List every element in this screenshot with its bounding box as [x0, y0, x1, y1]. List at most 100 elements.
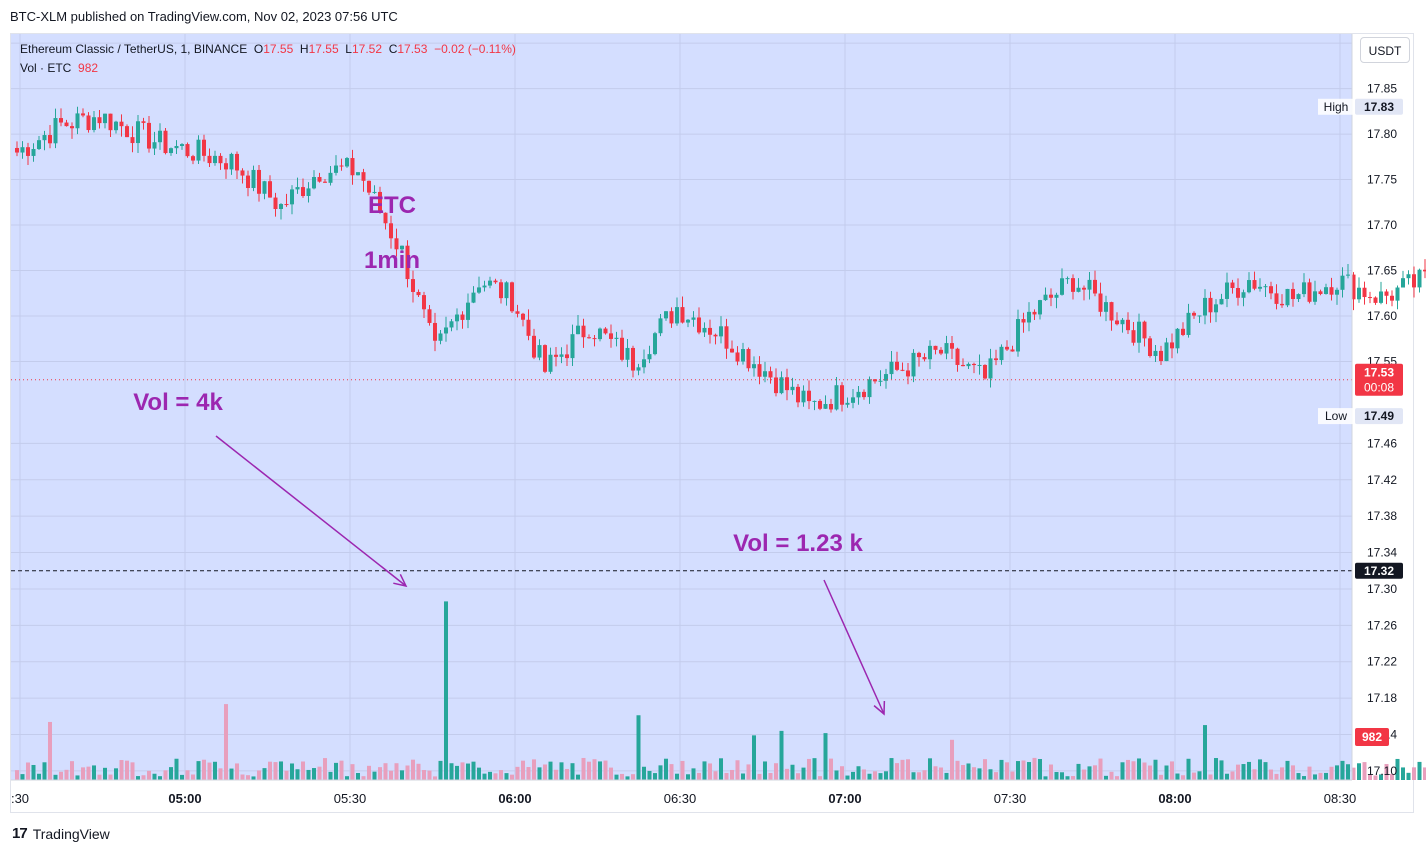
volume-bar[interactable]	[48, 721, 52, 780]
candle-body[interactable]	[53, 118, 58, 144]
candle-body[interactable]	[103, 113, 107, 124]
candle-body[interactable]	[988, 358, 993, 379]
candle-body[interactable]	[928, 345, 932, 360]
volume-bar[interactable]	[1247, 761, 1251, 780]
candle-body[interactable]	[730, 348, 734, 353]
volume-bar[interactable]	[999, 759, 1004, 780]
volume-bar[interactable]	[994, 772, 998, 780]
volume-bar[interactable]	[521, 760, 525, 780]
volume-bar[interactable]	[389, 770, 393, 780]
candle-body[interactable]	[312, 177, 316, 189]
candle-body[interactable]	[466, 302, 470, 320]
candle-body[interactable]	[614, 337, 619, 339]
candle-body[interactable]	[658, 318, 663, 334]
volume-bar[interactable]	[570, 763, 575, 780]
volume-bar[interactable]	[180, 774, 184, 780]
candle-body[interactable]	[224, 163, 228, 170]
candle-body[interactable]	[411, 279, 415, 292]
candle-body[interactable]	[939, 349, 943, 354]
candle-body[interactable]	[383, 212, 388, 224]
volume-bar[interactable]	[1241, 764, 1246, 780]
footer-brand[interactable]: 17 TradingView	[12, 825, 110, 842]
volume-bar[interactable]	[675, 773, 679, 780]
volume-bar[interactable]	[928, 758, 932, 780]
candle-body[interactable]	[301, 187, 305, 196]
candle-body[interactable]	[592, 338, 597, 340]
volume-bar[interactable]	[785, 768, 789, 780]
candle-body[interactable]	[427, 309, 432, 323]
candle-body[interactable]	[521, 313, 525, 320]
volume-bar[interactable]	[488, 771, 492, 780]
volume-bar[interactable]	[680, 760, 685, 780]
candle-body[interactable]	[218, 155, 223, 164]
candle-body[interactable]	[785, 377, 789, 391]
volume-bar[interactable]	[224, 704, 228, 780]
volume-bar[interactable]	[587, 761, 591, 780]
candle-body[interactable]	[664, 311, 668, 319]
candle-body[interactable]	[735, 352, 740, 362]
volume-bar[interactable]	[730, 769, 734, 780]
volume-bar[interactable]	[97, 774, 102, 780]
candle-body[interactable]	[86, 115, 91, 131]
volume-bar[interactable]	[724, 772, 729, 780]
volume-bar[interactable]	[746, 764, 751, 780]
candle-body[interactable]	[1384, 291, 1389, 296]
candle-body[interactable]	[603, 328, 608, 334]
candle-body[interactable]	[416, 291, 421, 296]
candle-body[interactable]	[570, 334, 575, 359]
candle-body[interactable]	[323, 181, 327, 183]
volume-bar[interactable]	[262, 768, 267, 780]
volume-bar[interactable]	[1159, 774, 1163, 780]
candle-body[interactable]	[1390, 295, 1394, 301]
candle-body[interactable]	[565, 354, 569, 359]
volume-bar[interactable]	[466, 763, 470, 780]
candle-body[interactable]	[504, 282, 509, 299]
candle-body[interactable]	[152, 142, 157, 149]
volume-bar[interactable]	[1104, 775, 1108, 780]
volume-bar[interactable]	[169, 767, 173, 780]
candle-body[interactable]	[1005, 346, 1009, 350]
volume-bar[interactable]	[983, 759, 987, 780]
candle-body[interactable]	[1032, 311, 1037, 315]
volume-bar[interactable]	[620, 773, 624, 780]
volume-bar[interactable]	[526, 767, 531, 780]
volume-bar[interactable]	[933, 766, 938, 780]
candle-body[interactable]	[955, 348, 960, 365]
candle-body[interactable]	[26, 147, 30, 156]
candle-body[interactable]	[1208, 297, 1213, 313]
candle-body[interactable]	[488, 280, 492, 286]
volume-bar[interactable]	[317, 766, 322, 780]
candle-body[interactable]	[345, 158, 349, 167]
candle-body[interactable]	[1252, 280, 1257, 289]
candle-body[interactable]	[1373, 297, 1378, 303]
volume-bar[interactable]	[191, 774, 195, 780]
candle-body[interactable]	[829, 404, 833, 410]
volume-bar[interactable]	[1175, 773, 1180, 780]
candle-body[interactable]	[834, 385, 839, 410]
candle-body[interactable]	[669, 311, 674, 324]
candle-body[interactable]	[708, 327, 712, 335]
candle-body[interactable]	[1379, 291, 1383, 303]
candle-body[interactable]	[1137, 321, 1141, 343]
candle-body[interactable]	[702, 327, 707, 333]
candle-body[interactable]	[1412, 274, 1416, 288]
volume-bar[interactable]	[1049, 764, 1053, 780]
volume-bar[interactable]	[1093, 765, 1097, 780]
candle-body[interactable]	[350, 158, 355, 176]
volume-bar[interactable]	[1164, 765, 1169, 780]
candle-body[interactable]	[548, 354, 553, 372]
volume-bar[interactable]	[1263, 762, 1268, 780]
volume-bar[interactable]	[1406, 772, 1411, 780]
volume-bar[interactable]	[37, 773, 41, 780]
volume-bar[interactable]	[917, 772, 921, 780]
volume-bar[interactable]	[1395, 758, 1400, 780]
volume-bar[interactable]	[1126, 759, 1130, 780]
volume-bar[interactable]	[1236, 764, 1240, 780]
candle-body[interactable]	[944, 343, 949, 354]
volume-bar[interactable]	[537, 767, 542, 780]
volume-bar[interactable]	[1302, 776, 1306, 780]
volume-bar[interactable]	[1115, 776, 1119, 780]
volume-bar[interactable]	[702, 761, 707, 780]
candle-body[interactable]	[449, 321, 454, 328]
candle-body[interactable]	[1148, 338, 1152, 357]
